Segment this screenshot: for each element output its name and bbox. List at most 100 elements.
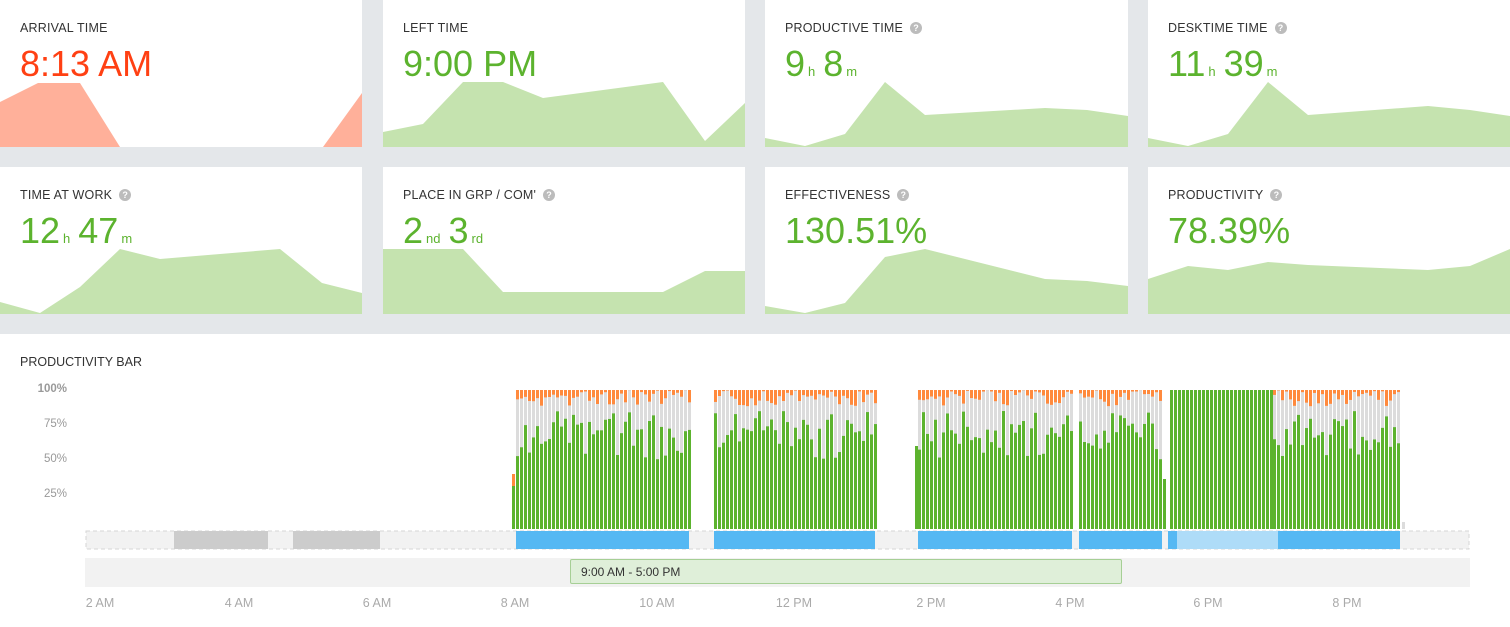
bar-segment (830, 414, 833, 529)
bar-segment (1365, 440, 1368, 529)
bar-segment (954, 390, 957, 395)
bar-segment (1293, 390, 1296, 406)
bar-segment (556, 411, 559, 529)
bar-segment (1119, 415, 1122, 529)
bar-segment (1006, 455, 1009, 529)
bar-segment (1353, 411, 1356, 529)
bar-segment (770, 419, 773, 529)
bar-segment (1381, 390, 1384, 392)
help-icon[interactable]: ? (119, 189, 132, 201)
bar-segment (1333, 419, 1336, 529)
bar-segment (962, 390, 965, 404)
bar-segment (532, 437, 535, 529)
bar-segment (648, 390, 651, 402)
bar-segment (592, 434, 595, 529)
bar-segment (1143, 423, 1146, 529)
bar-segment (866, 390, 869, 395)
bar-segment (1361, 390, 1364, 395)
bar-segment (612, 413, 615, 529)
bar-segment (1099, 448, 1102, 529)
card-value: 130.51% (785, 210, 928, 251)
bar-segment (624, 421, 627, 529)
bar-segment (930, 441, 933, 529)
bar-segment (620, 390, 623, 394)
bar-segment (1250, 390, 1253, 529)
bar-segment (1042, 390, 1045, 396)
bar-segment (1309, 418, 1312, 529)
bar-segment (814, 457, 817, 529)
bar-segment (1135, 432, 1138, 529)
bar-segment (1139, 437, 1142, 529)
bar-segment (1281, 455, 1284, 529)
bar-segment (664, 455, 667, 529)
bar-segment (1389, 446, 1392, 529)
bar-segment (826, 390, 829, 398)
help-icon[interactable]: ? (897, 189, 910, 201)
bar-segment (1143, 390, 1146, 395)
help-icon[interactable]: ? (1274, 22, 1287, 34)
help-icon[interactable]: ? (910, 22, 923, 34)
bar-segment (628, 412, 631, 529)
bar-segment (1393, 427, 1396, 529)
bar-segment (1054, 433, 1057, 529)
bar-segment (1349, 448, 1352, 529)
timeline-active (1278, 531, 1400, 549)
timeline-active (1079, 531, 1162, 549)
bar-segment (1087, 443, 1090, 529)
bar-segment (1127, 390, 1130, 400)
bar-segment (604, 419, 607, 529)
bar-segment (1083, 442, 1086, 529)
bar-segment (576, 424, 579, 529)
bar-segment (1131, 423, 1134, 529)
bar-segment (1006, 390, 1009, 406)
bar-segment (806, 424, 809, 529)
bar-segment (1107, 390, 1110, 407)
help-icon[interactable]: ? (1270, 189, 1283, 201)
bar-segment (1317, 435, 1320, 529)
bar-segment (1281, 390, 1284, 401)
schedule-range[interactable]: 9:00 AM - 5:00 PM (570, 559, 1122, 584)
bar-segment (950, 390, 953, 392)
bar-segment (1393, 390, 1396, 395)
bar-segment (1345, 390, 1348, 404)
bar-segment (1083, 390, 1086, 398)
bar-segment (688, 390, 691, 403)
bar-segment (528, 452, 531, 529)
bar-segment (1155, 390, 1158, 393)
bar-segment (838, 452, 841, 529)
bar-segment (1341, 426, 1344, 529)
bar-segment (1022, 421, 1025, 529)
bar-segment (1246, 390, 1249, 529)
bar-segment (714, 413, 717, 529)
bar-segment (826, 419, 829, 529)
help-icon[interactable]: ? (543, 189, 556, 201)
bar-segment (516, 456, 519, 529)
bar-segment (512, 474, 515, 529)
bar-segment (998, 447, 1001, 529)
productivity-bar-title: PRODUCTIVITY BAR (20, 355, 143, 369)
bar-segment (1070, 390, 1073, 394)
bar-segment (1329, 390, 1332, 404)
bar-segment (738, 441, 741, 529)
bar-segment (564, 418, 567, 529)
bar-segment (774, 430, 777, 529)
bar-segment (1151, 390, 1154, 397)
bar-segment (1095, 434, 1098, 529)
bar-segment (1174, 390, 1177, 529)
bar-segment (1309, 390, 1312, 407)
bar-segment (1058, 436, 1061, 529)
bar-segment (1361, 436, 1364, 529)
x-label: 10 AM (639, 596, 675, 610)
bar-segment (1357, 454, 1360, 529)
bar-segment (926, 433, 929, 529)
bar-segment (1218, 390, 1221, 529)
bar-segment (1002, 390, 1005, 405)
timeline-active (714, 531, 875, 549)
card-title: TIME AT WORK? (20, 188, 132, 202)
bar-segment (1381, 427, 1384, 529)
bar-segment (1333, 390, 1336, 394)
bar-segment (1369, 449, 1372, 529)
x-label: 6 PM (1193, 596, 1223, 610)
bar-segment (726, 435, 729, 529)
bar-segment (1377, 390, 1380, 400)
